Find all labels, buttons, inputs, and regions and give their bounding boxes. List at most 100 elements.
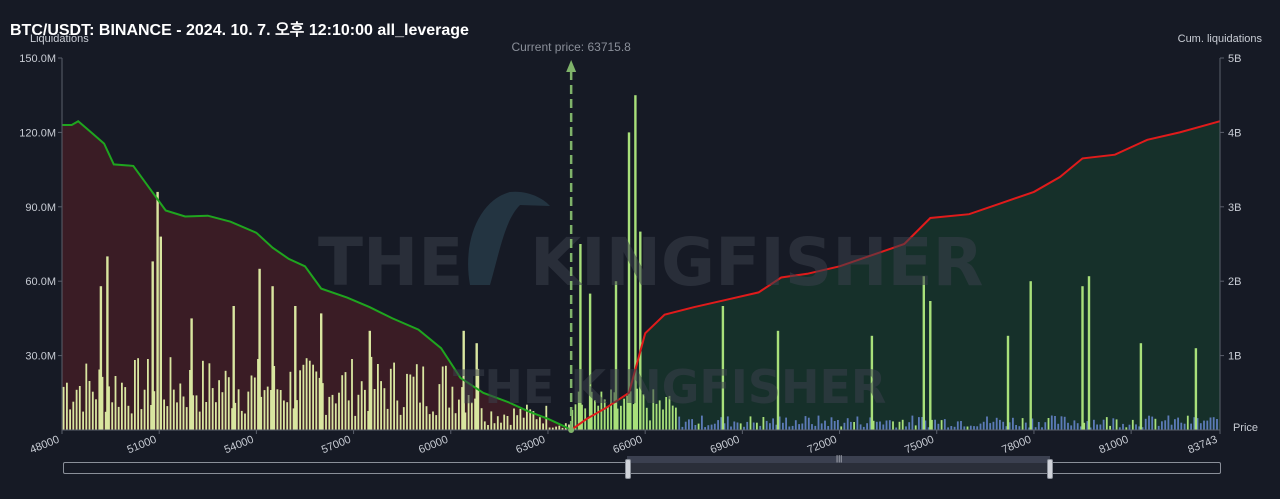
liquidation-spike-bar [870, 335, 874, 430]
liquidation-bar [1212, 417, 1215, 430]
y2-tick-label: 4B [1228, 127, 1241, 139]
liquidation-bar [367, 411, 370, 430]
liquidation-bar [759, 425, 762, 430]
liquidation-bar [111, 402, 114, 430]
liquidation-bar [344, 372, 347, 430]
liquidation-bar [1199, 423, 1202, 430]
liquidation-bar [921, 417, 924, 430]
liquidation-bar [1115, 419, 1118, 430]
liquidation-bar [723, 423, 726, 430]
liquidation-bar [1034, 427, 1037, 430]
liquidation-bar [438, 384, 441, 430]
liquidation-bar [516, 415, 519, 430]
y2-tick-label: 3B [1228, 202, 1241, 214]
kingfisher-logo-icon [468, 191, 550, 285]
liquidation-bar [373, 389, 376, 430]
liquidation-bar [684, 421, 687, 430]
liquidation-bar [1018, 426, 1021, 430]
liquidation-bar [432, 411, 434, 430]
liquidation-bar [1154, 418, 1157, 430]
liquidation-bar [782, 422, 784, 430]
liquidation-bar [539, 417, 541, 430]
liquidation-spike-bar [271, 286, 274, 430]
watermark-text-small: THE KINGFISHER [453, 360, 886, 414]
liquidation-bar [1138, 426, 1141, 430]
liquidation-bar [409, 374, 412, 430]
liquidation-bar [642, 394, 645, 430]
liquidation-bar [1028, 427, 1030, 430]
x-tick-label: 81000 [1097, 434, 1130, 455]
liquidation-bar [1206, 420, 1209, 430]
liquidation-bar [435, 415, 438, 430]
range-grip-icon[interactable]: ||| [836, 454, 843, 463]
liquidation-bar [169, 357, 172, 430]
range-handle-left[interactable] [625, 459, 631, 479]
liquidation-bar [798, 424, 800, 430]
range-selection-top[interactable] [627, 456, 1050, 464]
liquidation-bar [1144, 418, 1147, 430]
liquidation-bar [542, 423, 544, 430]
liquidation-bar [885, 420, 888, 430]
liquidation-bar [986, 416, 988, 430]
liquidation-bar [202, 360, 204, 430]
liquidation-spike-bar [156, 191, 159, 430]
liquidation-bar [496, 416, 499, 430]
liquidation-bar [914, 425, 917, 430]
liquidation-bar [1203, 420, 1205, 430]
liquidation-bar [260, 396, 263, 430]
liquidation-bar [895, 427, 898, 430]
liquidation-bar [189, 370, 191, 430]
liquidation-bar [901, 419, 904, 430]
range-selection[interactable] [627, 463, 1050, 473]
liquidation-bar [655, 403, 658, 430]
liquidation-bar [396, 400, 399, 430]
liquidation-bar [211, 388, 214, 430]
liquidation-bar [351, 359, 353, 430]
liquidation-bar [325, 414, 327, 430]
liquidation-bar [1102, 419, 1105, 430]
liquidation-spike-bar [1087, 276, 1091, 430]
liquidation-spike-bar [99, 286, 103, 430]
liquidation-bar [739, 423, 742, 430]
liquidation-bar [283, 400, 285, 430]
liquidation-bar [678, 416, 681, 430]
liquidation-bar [467, 395, 470, 430]
liquidation-bar [519, 408, 522, 430]
liquidation-bar [587, 418, 590, 430]
liquidation-bar [756, 422, 758, 430]
liquidation-bar [872, 420, 875, 430]
chart-title: BTC/USDT: BINANCE - 2024. 10. 7. 오후 12:1… [10, 22, 469, 39]
liquidation-bar [399, 414, 402, 430]
liquidation-bar [334, 403, 337, 430]
liquidation-bar [1170, 424, 1173, 430]
liquidation-bar [198, 411, 201, 430]
range-handle-right[interactable] [1047, 459, 1053, 479]
liquidation-bar [1164, 420, 1167, 430]
liquidation-bar [402, 407, 405, 430]
liquidation-bar [292, 408, 295, 430]
liquidation-bar [652, 389, 655, 430]
liquidation-bar [464, 412, 467, 430]
liquidation-bar [1099, 424, 1102, 430]
liquidation-bar [843, 422, 846, 430]
liquidation-bar [266, 386, 269, 430]
liquidation-bar [989, 423, 992, 430]
liquidation-bar [681, 426, 684, 430]
liquidation-bar [130, 413, 133, 430]
liquidation-bar [490, 411, 493, 430]
liquidation-spike-bar [627, 132, 631, 430]
liquidation-bar [72, 401, 75, 430]
liquidation-bar [691, 419, 693, 430]
liquidation-bar [412, 376, 415, 430]
liquidation-bar [1024, 422, 1027, 430]
y2-tick-label: 5B [1228, 53, 1241, 65]
liquidation-bar [846, 418, 849, 430]
liquidation-bar [597, 405, 600, 430]
liquidation-spike-bar [922, 276, 925, 430]
liquidation-bar [347, 400, 350, 430]
liquidation-bar [794, 420, 797, 430]
liquidation-bar [568, 424, 570, 430]
liquidation-bar [814, 425, 817, 430]
liquidation-bar [613, 392, 616, 430]
liquidation-bar [195, 395, 198, 430]
